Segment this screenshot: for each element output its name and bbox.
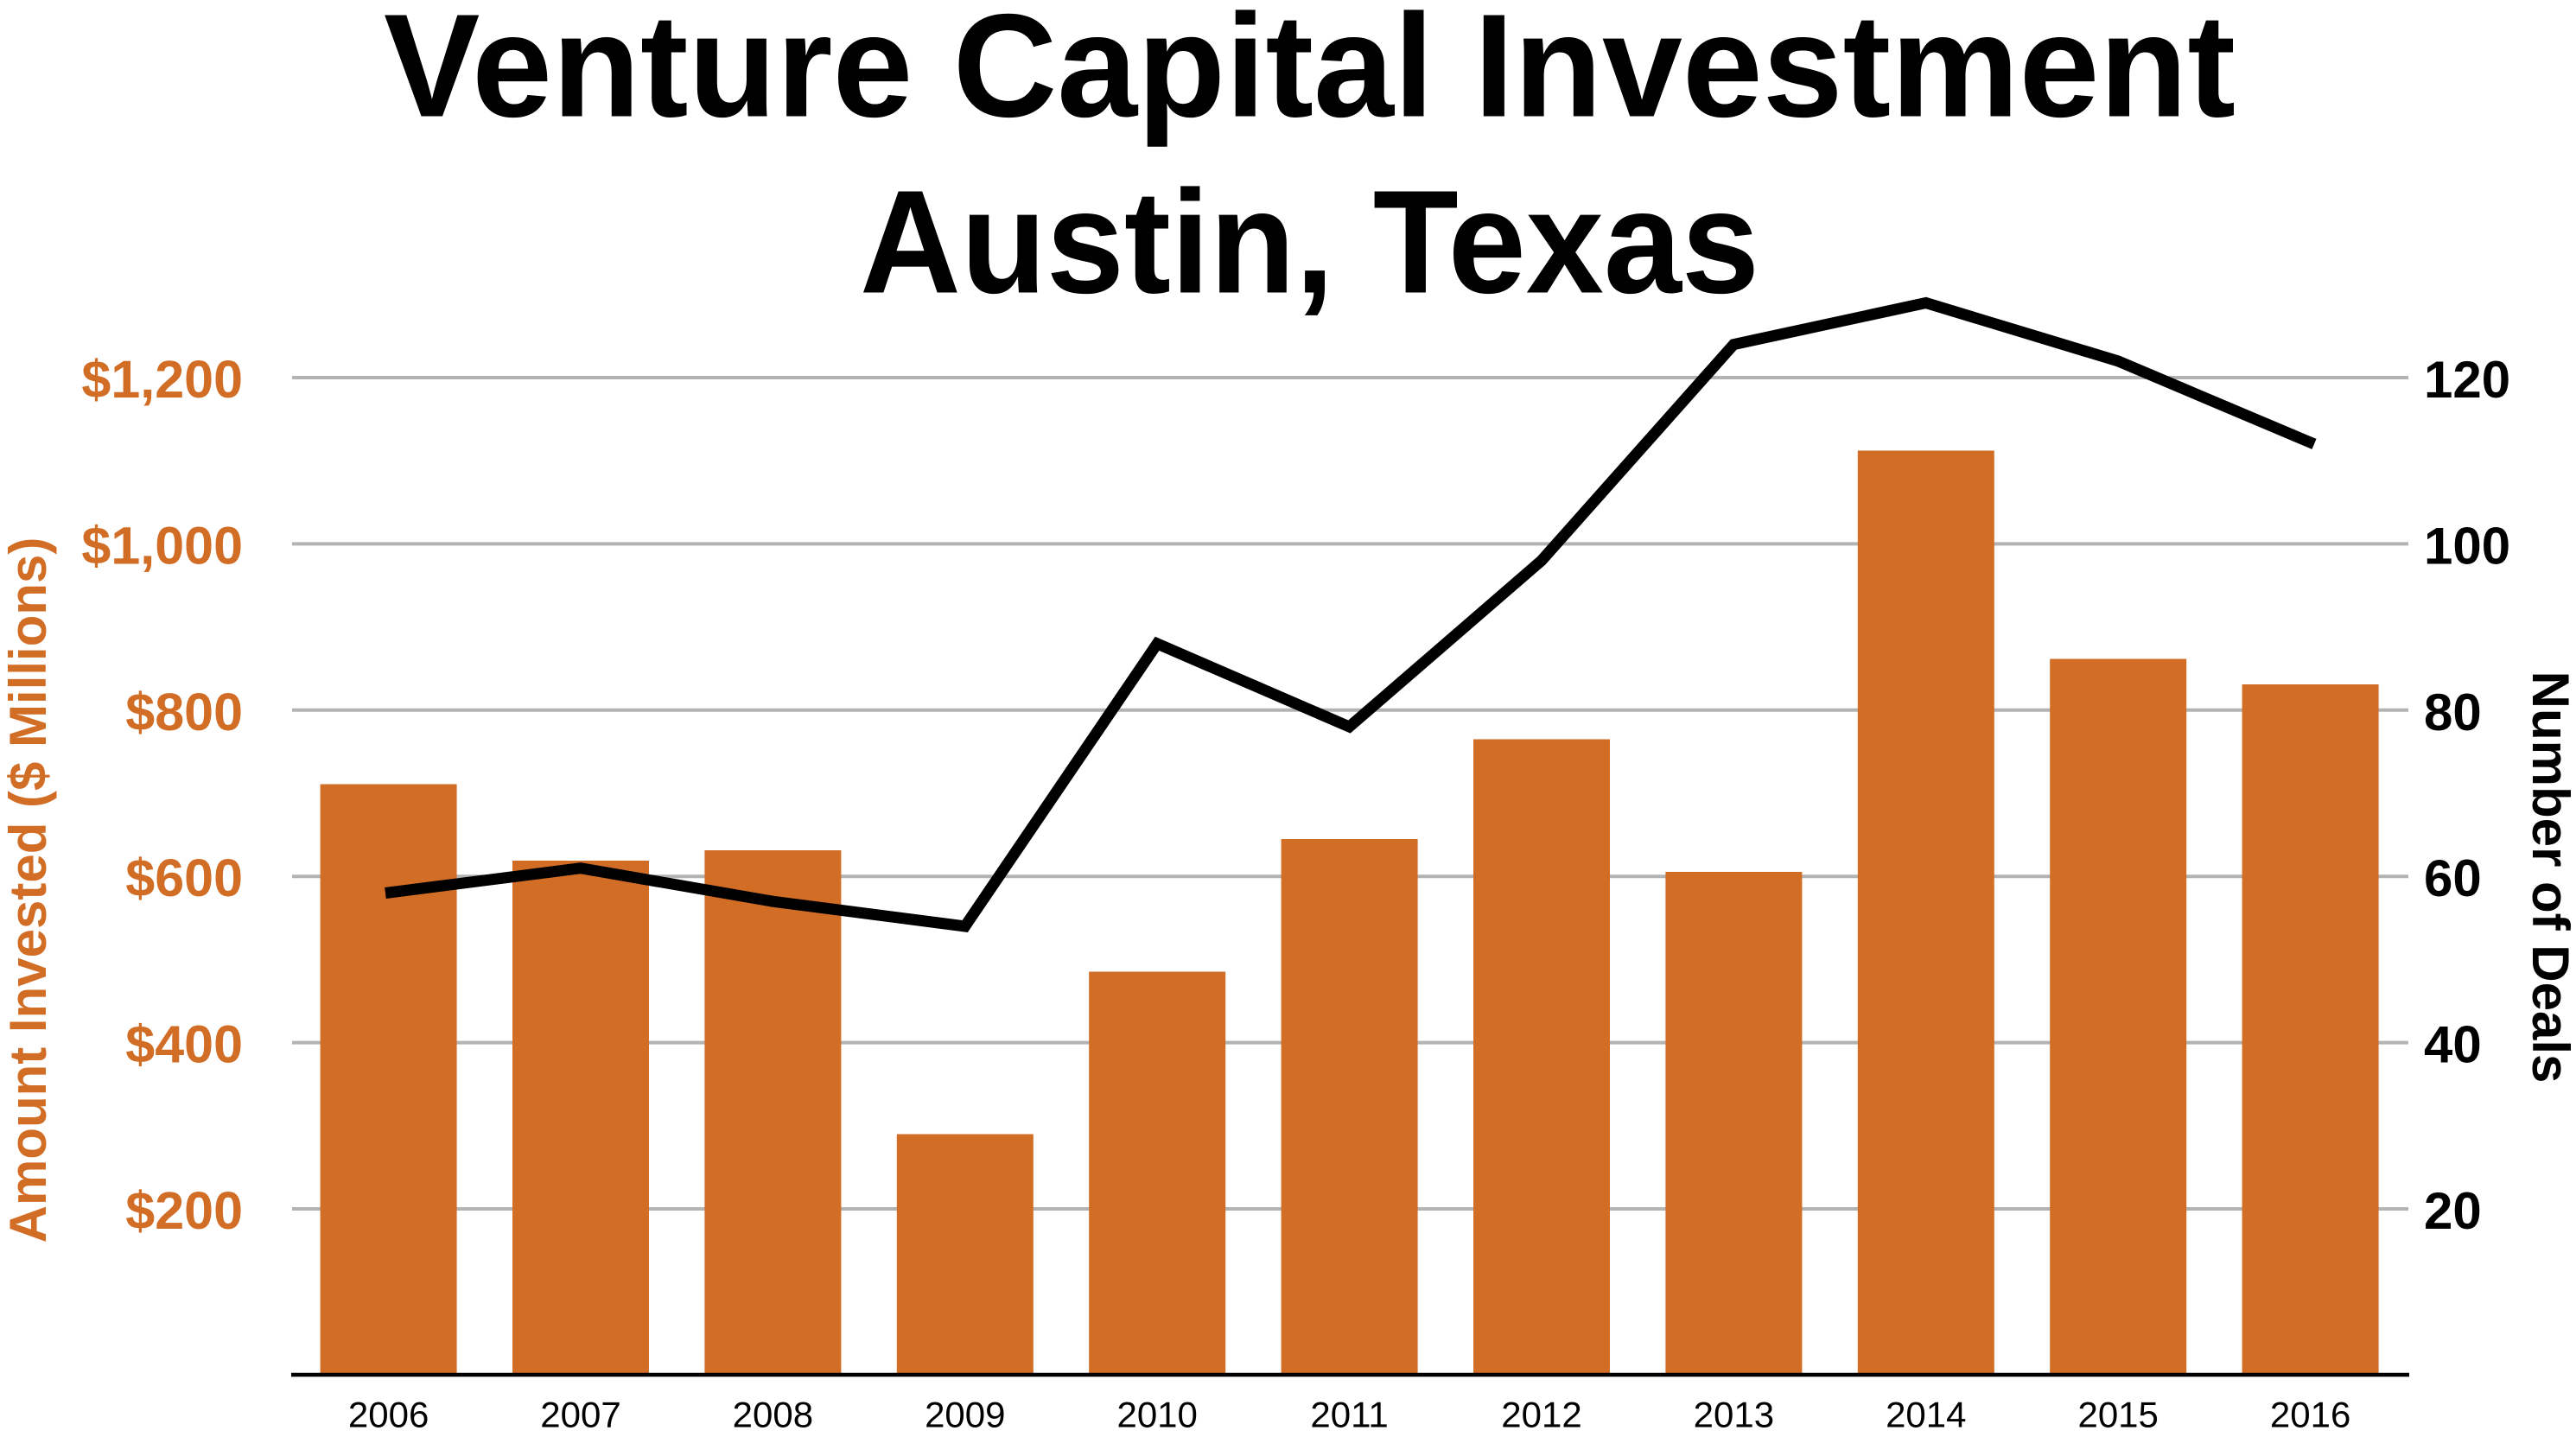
svg-text:Number of Deals: Number of Deals — [2522, 671, 2576, 1084]
svg-text:2007: 2007 — [540, 1394, 620, 1434]
svg-text:100: 100 — [2424, 517, 2510, 575]
svg-text:$1,200: $1,200 — [81, 350, 243, 409]
svg-text:20: 20 — [2424, 1182, 2482, 1240]
svg-text:2010: 2010 — [1116, 1394, 1197, 1434]
svg-text:2014: 2014 — [1886, 1394, 1966, 1434]
svg-text:$200: $200 — [125, 1181, 243, 1240]
svg-text:120: 120 — [2424, 351, 2510, 409]
svg-text:2013: 2013 — [1694, 1394, 1774, 1434]
svg-text:2006: 2006 — [348, 1394, 429, 1434]
svg-text:2016: 2016 — [2270, 1394, 2350, 1434]
svg-text:Austin, Texas: Austin, Texas — [860, 161, 1759, 325]
svg-text:2011: 2011 — [1310, 1394, 1388, 1434]
svg-text:$400: $400 — [125, 1015, 243, 1074]
svg-text:80: 80 — [2424, 684, 2482, 741]
svg-text:40: 40 — [2424, 1016, 2482, 1074]
svg-text:2009: 2009 — [925, 1394, 1005, 1434]
svg-text:2012: 2012 — [1501, 1394, 1581, 1434]
svg-text:2015: 2015 — [2077, 1394, 2158, 1434]
svg-text:$1,000: $1,000 — [81, 516, 243, 575]
svg-text:$800: $800 — [125, 683, 243, 741]
svg-text:$600: $600 — [125, 849, 243, 907]
svg-text:60: 60 — [2424, 849, 2482, 907]
svg-text:Amount Invested ($ Millions): Amount Invested ($ Millions) — [0, 537, 57, 1243]
svg-text:2008: 2008 — [733, 1394, 813, 1434]
svg-text:Venture Capital Investment: Venture Capital Investment — [384, 0, 2236, 149]
